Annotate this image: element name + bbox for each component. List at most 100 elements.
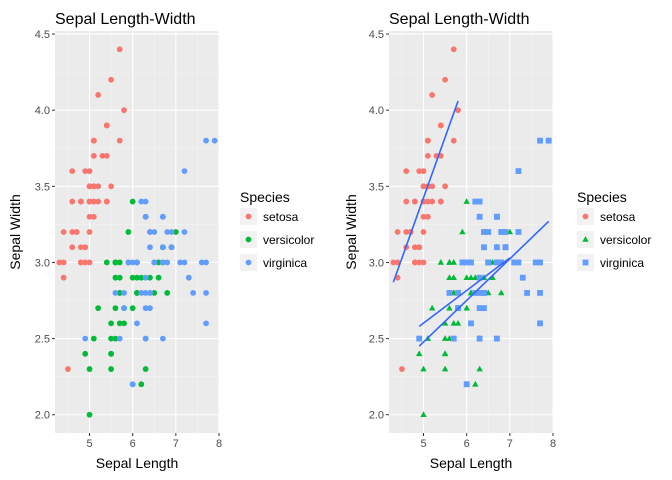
data-point-versicolor	[459, 228, 466, 235]
legend-label-virginica: virginica	[600, 256, 644, 270]
data-point-setosa	[420, 168, 427, 174]
data-point-virginica	[198, 259, 205, 266]
data-point-versicolor	[441, 350, 449, 357]
data-point-virginica	[493, 213, 500, 220]
data-point-virginica	[164, 229, 171, 235]
data-point-versicolor	[138, 274, 145, 281]
data-point-versicolor	[489, 274, 496, 280]
data-point-versicolor	[108, 366, 115, 372]
data-point-setosa	[86, 213, 93, 220]
legend-key-setosa	[245, 213, 252, 220]
left-legend-title: Species	[240, 189, 290, 205]
data-point-setosa	[403, 168, 410, 174]
data-point-virginica	[116, 335, 123, 342]
data-point-versicolor	[463, 198, 470, 204]
data-point-setosa	[90, 152, 97, 159]
data-point-virginica	[203, 290, 209, 296]
y-tick-label: 4.5	[35, 29, 50, 41]
right-panel-background	[389, 31, 553, 433]
data-point-virginica	[181, 168, 188, 174]
y-tick-label: 2.0	[35, 410, 50, 422]
data-point-virginica	[468, 320, 474, 327]
data-point-virginica	[142, 290, 149, 296]
data-point-virginica	[190, 290, 197, 296]
data-point-setosa	[60, 259, 67, 266]
y-tick-label: 3.0	[369, 257, 384, 269]
data-point-virginica	[138, 198, 145, 205]
data-point-setosa	[65, 366, 71, 372]
data-point-versicolor	[428, 304, 436, 311]
data-point-versicolor	[95, 305, 102, 312]
data-point-virginica	[502, 229, 509, 235]
data-point-virginica	[125, 259, 132, 266]
data-point-setosa	[90, 213, 97, 220]
data-point-versicolor	[463, 304, 470, 311]
data-point-virginica	[537, 320, 543, 327]
data-point-setosa	[390, 259, 397, 266]
data-point-setosa	[429, 92, 436, 98]
data-point-virginica	[181, 259, 188, 266]
data-point-versicolor	[472, 380, 479, 387]
left-y-axis-title: Sepal Width	[7, 194, 23, 269]
y-tick-label: 2.0	[369, 410, 384, 422]
data-point-virginica	[129, 259, 136, 266]
data-point-setosa	[60, 229, 67, 235]
left-plot: Sepal Length-Width 5 6 7 8 2.0 2.5 3.0 3.5 4.0 4.…	[7, 11, 222, 471]
y-tick-label: 2.5	[35, 334, 50, 346]
legend-label-virginica: virginica	[263, 256, 307, 270]
data-point-virginica	[468, 259, 474, 266]
data-point-setosa	[73, 229, 80, 235]
data-point-virginica	[147, 229, 153, 235]
data-point-virginica	[416, 335, 423, 342]
data-point-virginica	[450, 335, 457, 342]
data-point-virginica	[519, 274, 526, 281]
y-tick-label: 2.5	[369, 334, 384, 346]
data-point-versicolor	[112, 335, 119, 342]
data-point-versicolor	[134, 274, 140, 281]
left-x-axis-title: Sepal Length	[96, 455, 179, 471]
left-panel-points	[56, 46, 218, 418]
data-point-setosa	[394, 229, 401, 235]
legend-key-versicolor	[245, 236, 252, 243]
data-point-versicolor	[108, 350, 115, 357]
data-point-setosa	[420, 229, 427, 235]
data-point-setosa	[399, 366, 405, 372]
data-point-setosa	[420, 183, 427, 190]
right-panel-fit-lines	[392, 100, 550, 347]
data-point-virginica	[493, 335, 500, 342]
data-point-versicolor	[416, 350, 423, 357]
data-point-virginica	[203, 320, 209, 327]
x-tick-label: 7	[507, 438, 513, 450]
data-point-virginica	[493, 244, 500, 251]
data-point-virginica	[481, 290, 487, 296]
data-point-setosa	[416, 168, 423, 174]
data-point-virginica	[481, 244, 487, 251]
data-point-versicolor	[82, 350, 89, 357]
data-point-virginica	[82, 335, 89, 342]
legend-label-versicolor: versicolor	[600, 233, 651, 247]
legend-key-setosa	[582, 213, 589, 220]
data-point-virginica	[147, 305, 153, 312]
data-point-versicolor	[108, 320, 115, 327]
data-point-setosa	[82, 259, 89, 266]
data-point-versicolor	[450, 259, 457, 265]
data-point-virginica	[142, 213, 149, 220]
data-point-versicolor	[446, 304, 453, 311]
data-point-setosa	[103, 198, 110, 205]
right-panel-axes: 5 6 7 8 2.0 2.5 3.0 3.5 4.0 4.5	[369, 29, 556, 450]
data-point-setosa	[424, 152, 431, 159]
data-point-versicolor	[134, 290, 140, 296]
data-point-setosa	[411, 259, 418, 266]
data-point-virginica	[502, 244, 509, 251]
data-point-virginica	[142, 305, 149, 312]
y-tick-label: 3.5	[35, 181, 50, 193]
legend-label-versicolor: versicolor	[263, 233, 314, 247]
data-point-versicolor	[446, 274, 453, 280]
data-point-virginica	[537, 137, 543, 144]
data-point-setosa	[429, 183, 436, 190]
data-point-virginica	[203, 259, 209, 266]
data-point-versicolor	[420, 411, 427, 418]
data-point-versicolor	[142, 366, 149, 372]
data-point-setosa	[69, 229, 76, 235]
data-point-setosa	[69, 244, 76, 251]
